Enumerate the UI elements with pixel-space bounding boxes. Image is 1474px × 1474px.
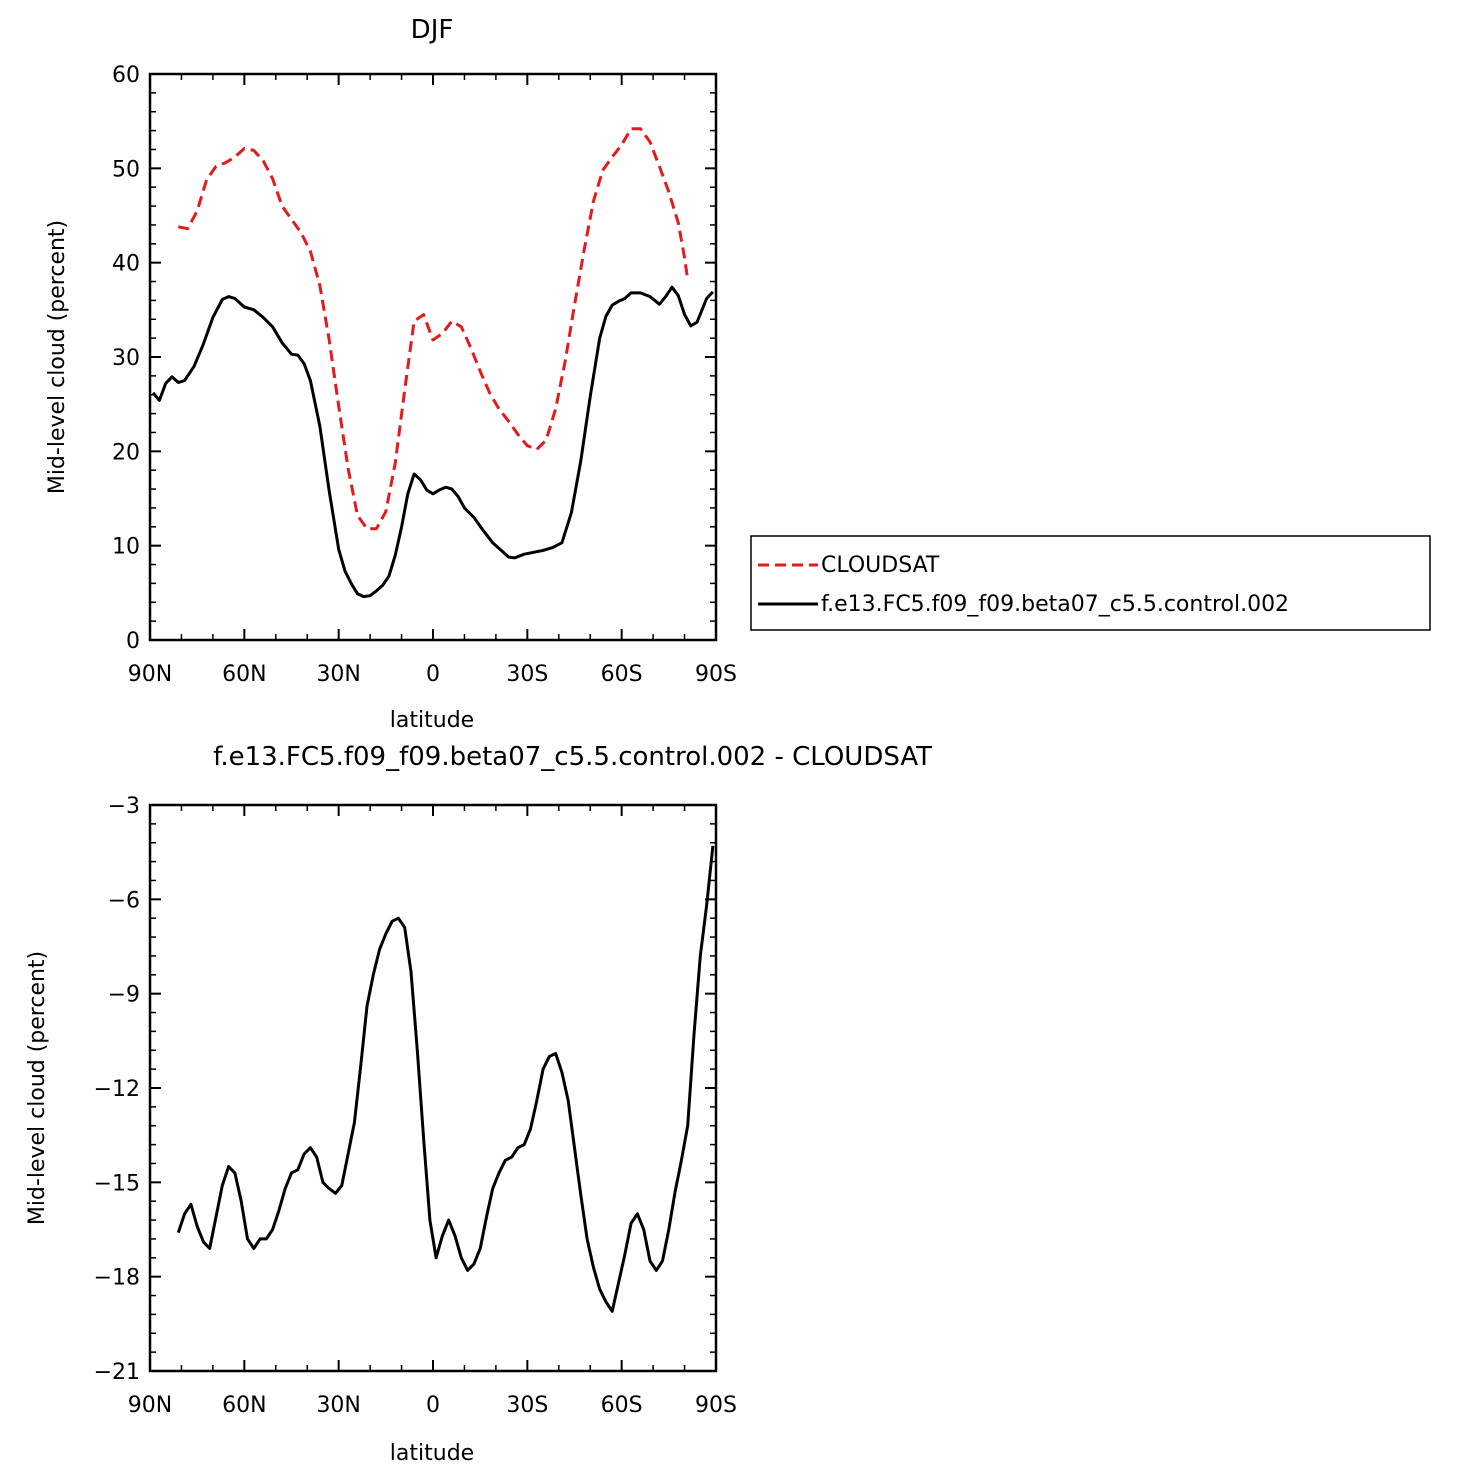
y-tick-label: −6 xyxy=(108,888,140,913)
legend-box xyxy=(750,535,1431,631)
y-tick-label: 20 xyxy=(112,440,140,465)
top-y-axis-label: Mid-level cloud (percent) xyxy=(45,220,70,494)
x-tick-label: 60N xyxy=(222,662,266,687)
y-tick-label: −15 xyxy=(94,1171,140,1196)
x-tick-label: 90S xyxy=(695,662,737,687)
top-x-axis-label: latitude xyxy=(390,708,474,733)
y-tick-label: −3 xyxy=(108,794,140,819)
top-plot-frame xyxy=(148,72,718,642)
x-tick-label: 30S xyxy=(506,662,548,687)
y-tick-label: 0 xyxy=(126,629,140,654)
bottom-plot-title: f.e13.FC5.f09_f09.beta07_c5.5.control.00… xyxy=(213,742,932,772)
bottom-x-axis-label: latitude xyxy=(390,1441,474,1466)
top-y-axis: 0 10 20 30 40 50 60 xyxy=(112,63,716,654)
top-plot-title: DJF xyxy=(411,15,454,45)
x-tick-label: 0 xyxy=(426,1393,440,1418)
x-tick-label: 60S xyxy=(601,662,643,687)
cloudsat-series-line xyxy=(178,127,690,531)
x-tick-label: 0 xyxy=(426,662,440,687)
y-tick-label: −21 xyxy=(94,1360,140,1385)
x-tick-label: 60S xyxy=(601,1393,643,1418)
y-tick-label: 60 xyxy=(112,63,140,88)
f-e13-fc5-f09-f09-beta07-c5-5-control-002-series-line xyxy=(151,285,714,599)
bottom-x-axis: 90N 60N 30N 0 30S 60S 90S xyxy=(128,805,737,1418)
legend: CLOUDSAT f.e13.FC5.f09_f09.beta07_c5.5.c… xyxy=(750,535,1431,631)
bottom-plot: f.e13.FC5.f09_f09.beta07_c5.5.control.00… xyxy=(25,742,932,1466)
bottom-plot-frame xyxy=(148,803,718,1373)
x-tick-label: 30N xyxy=(316,1393,360,1418)
y-tick-label: 10 xyxy=(112,535,140,560)
y-tick-label: −18 xyxy=(94,1266,140,1291)
y-tick-label: 30 xyxy=(112,346,140,371)
y-tick-label: 40 xyxy=(112,252,140,277)
y-tick-label: −12 xyxy=(94,1077,140,1102)
legend-label-cloudsat: CLOUDSAT xyxy=(821,553,940,578)
top-plot-lines xyxy=(151,127,714,599)
y-tick-label: −9 xyxy=(108,983,140,1008)
x-tick-label: 90S xyxy=(695,1393,737,1418)
x-tick-label: 30N xyxy=(316,662,360,687)
top-x-axis: 90N 60N 30N 0 30S 60S 90S xyxy=(128,74,737,687)
bottom-plot-lines xyxy=(176,845,715,1313)
x-tick-label: 30S xyxy=(506,1393,548,1418)
y-tick-label: 50 xyxy=(112,157,140,182)
bottom-y-axis-label: Mid-level cloud (percent) xyxy=(25,951,50,1225)
difference-series-line xyxy=(176,845,715,1313)
x-tick-label: 60N xyxy=(222,1393,266,1418)
bottom-y-axis: −21 −18 −15 −12 −9 −6 −3 xyxy=(94,794,716,1385)
legend-label-model: f.e13.FC5.f09_f09.beta07_c5.5.control.00… xyxy=(821,592,1289,617)
x-tick-label: 90N xyxy=(128,662,172,687)
x-tick-label: 90N xyxy=(128,1393,172,1418)
top-plot: DJF 0 10 20 30 40 50 60 90N 60N 30N 0 30S 60S 90S la… xyxy=(45,15,737,733)
